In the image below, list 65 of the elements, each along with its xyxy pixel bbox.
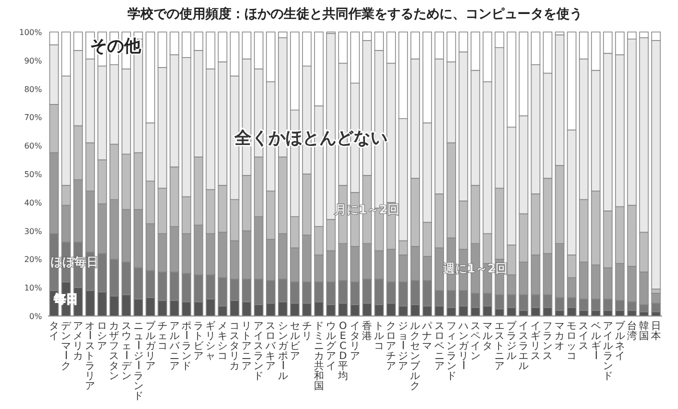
x-tick-label: OECD平均	[336, 321, 348, 382]
x-tick-label: ブラジル	[506, 320, 518, 362]
y-tick-label: 10%	[24, 284, 42, 293]
x-tick-label: マルタ	[482, 321, 492, 352]
y-tick-label: 70%	[24, 113, 42, 122]
x-tick-label: ラトビア	[193, 321, 204, 362]
x-tick-label: マカオ	[554, 321, 565, 352]
x-tick-label: イギリス	[530, 321, 541, 362]
x-tick-label: ルクセンブルク	[410, 321, 422, 392]
x-tick-label: エストニア	[494, 321, 504, 372]
x-tick-label: イスラエル	[518, 321, 529, 372]
y-tick-label: 0%	[29, 312, 42, 321]
x-tick-label: シンガポール	[276, 321, 289, 382]
x-tick-label: フランス	[542, 321, 553, 362]
x-tick-label: ジョージア	[396, 321, 408, 372]
chart-title: 学校での使用頻度：ほかの生徒と共同作業をするために、コンピュータを使う	[128, 6, 582, 22]
x-tick-label: ドミニカ共和国	[314, 321, 324, 392]
x-tick-label: フィンランド	[446, 321, 456, 382]
y-tick-label: 60%	[24, 142, 42, 151]
x-tick-label: カザフスタン	[109, 321, 120, 382]
x-tick-label: セルビア	[290, 321, 301, 362]
x-tick-label: スロベニア	[434, 321, 444, 372]
x-tick-label: ロシア	[97, 321, 108, 352]
x-tick-label: デンマーク	[60, 321, 72, 372]
x-tick-label: 香港	[362, 320, 372, 342]
x-tick-label: 韓国	[638, 320, 649, 342]
x-tick-label: ギリシャ	[206, 320, 216, 362]
x-tick-label: スイス	[578, 321, 589, 352]
x-tick-label: スロバキア	[264, 321, 277, 372]
x-tick-label: スウェーデン	[120, 321, 132, 382]
y-tick-label: 100%	[19, 28, 42, 37]
x-tick-label: メキシコ	[218, 321, 228, 362]
x-tick-label: チェコ	[157, 321, 168, 352]
x-tick-label: ブルネイ	[614, 320, 626, 362]
x-tick-label: スペイン	[470, 321, 480, 362]
x-tick-label: トルコ	[374, 321, 384, 352]
x-tick-label: パナマ	[421, 321, 434, 352]
y-tick-label: 80%	[24, 84, 42, 94]
y-tick-label: 20%	[24, 255, 42, 264]
x-tick-label: オーストラリア	[84, 321, 96, 392]
x-tick-label: モロッコ	[566, 321, 577, 362]
x-tick-label: イタリア	[350, 321, 360, 362]
x-tick-label: 日本	[650, 321, 661, 342]
x-tick-label: ブルガリア	[145, 320, 156, 372]
x-tick-label: アルバニア	[168, 321, 180, 372]
x-tick-label: クロアチア	[386, 321, 396, 372]
x-tick-label: チリ	[302, 321, 312, 342]
series-label: その他	[90, 36, 142, 56]
x-tick-label: コスタリカ	[230, 321, 240, 372]
x-tick-label: アイスランド	[254, 321, 264, 382]
y-tick-label: 40%	[24, 198, 42, 208]
x-tick-label: ハンガリー	[456, 321, 470, 370]
y-tick-label: 90%	[24, 56, 42, 66]
x-tick-label: ニュージーランド	[132, 321, 144, 402]
x-tick-label: ベルギー	[589, 321, 601, 360]
x-tick-label: リトアニア	[242, 321, 252, 372]
y-tick-label: 50%	[24, 170, 42, 179]
x-tick-label: タイ	[49, 321, 60, 342]
x-tick-label: 台湾	[626, 320, 637, 342]
y-tick-label: 30%	[24, 226, 42, 236]
x-tick-label: アイルランド	[602, 321, 613, 382]
x-tick-label: ウルグアイ	[326, 321, 337, 372]
x-tick-label: アメリカ	[73, 321, 84, 362]
x-tick-label: ポーランド	[180, 321, 192, 372]
series-label: 全くかほとんどない	[234, 128, 388, 149]
